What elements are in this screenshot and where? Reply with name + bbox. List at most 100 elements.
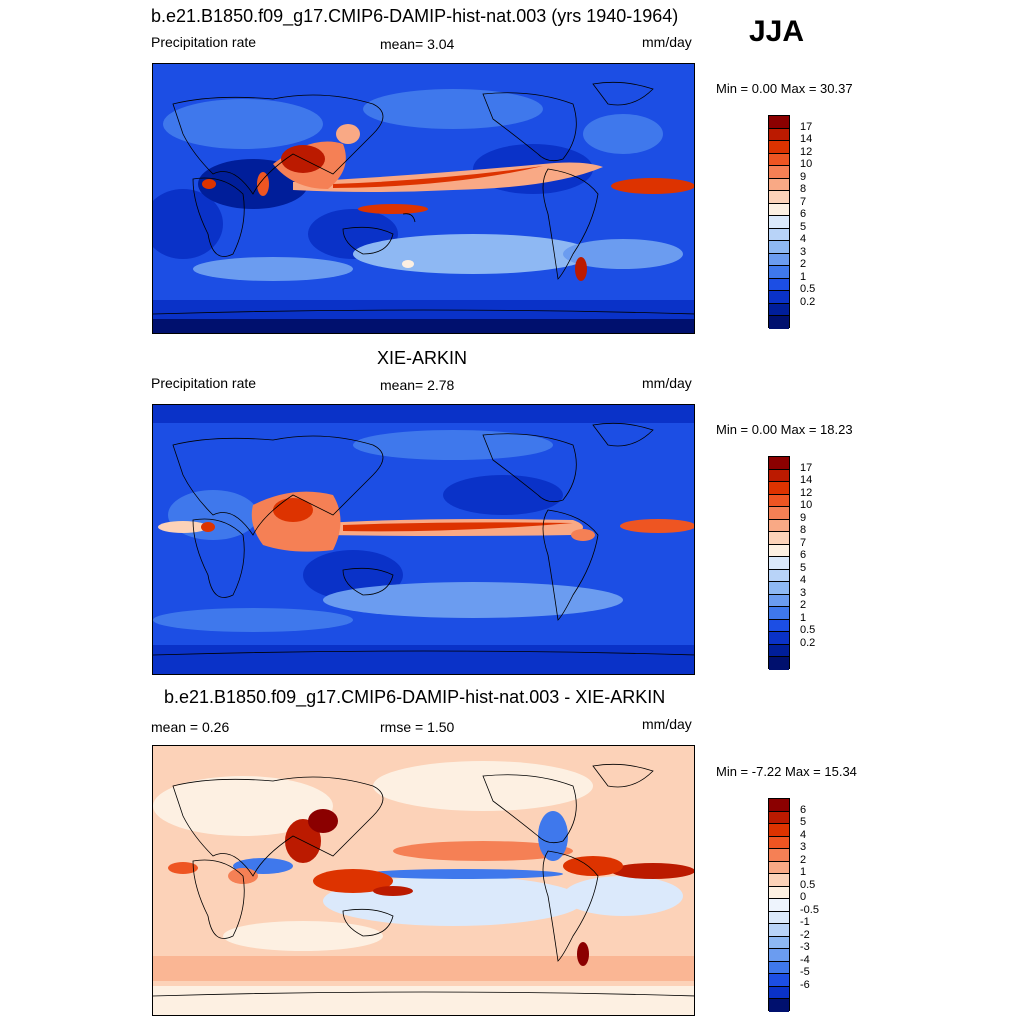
colorbar-swatch (769, 911, 789, 925)
colorbar-tick-label: 7 (800, 195, 807, 208)
colorbar-swatch (769, 291, 789, 304)
colorbar-swatch (769, 253, 789, 267)
colorbar-tick-label: 1 (800, 270, 807, 283)
panel3-minmax-label: Min = -7.22 Max = 15.34 (716, 764, 857, 779)
colorbar-swatch (769, 519, 789, 533)
colorbar-tick-label: 17 (800, 120, 813, 133)
panel2-minmax-label: Min = 0.00 Max = 18.23 (716, 422, 853, 437)
panel2-colorbar (768, 456, 790, 670)
colorbar-swatch (769, 632, 789, 645)
colorbar-tick-label: 14 (800, 474, 813, 487)
colorbar-tick-label: 5 (800, 561, 807, 574)
panel3-units-label: mm/day (642, 716, 692, 732)
colorbar-swatch (769, 457, 789, 470)
colorbar-swatch (769, 153, 789, 167)
colorbar-swatch (769, 594, 789, 608)
panel1-map (152, 63, 695, 334)
colorbar-swatch (769, 924, 789, 937)
colorbar-swatch (769, 178, 789, 192)
colorbar-tick-label: 9 (800, 511, 807, 524)
colorbar-swatch (769, 986, 789, 1000)
colorbar-tick-label: 10 (800, 499, 813, 512)
colorbar-tick-label: -5 (800, 966, 810, 979)
colorbar-swatch (769, 899, 789, 912)
colorbar-tick-label: 1 (800, 611, 807, 624)
colorbar-tick-label: 6 (800, 208, 807, 221)
colorbar-tick-label: 2 (800, 258, 807, 271)
colorbar-tick-label: 2 (800, 853, 807, 866)
colorbar-tick-label: -6 (800, 978, 810, 991)
panel1-mean-label: mean= 3.04 (380, 36, 455, 52)
colorbar-tick-label: -2 (800, 928, 810, 941)
colorbar-swatch (769, 166, 789, 179)
panel2-mean-label: mean= 2.78 (380, 377, 455, 393)
panel1-variable-label: Precipitation rate (151, 34, 257, 50)
colorbar-swatch (769, 544, 789, 558)
colorbar-swatch (769, 241, 789, 254)
colorbar-tick-label: 5 (800, 816, 807, 829)
season-label: JJA (749, 15, 805, 48)
colorbar-tick-label: 0.5 (800, 283, 816, 296)
colorbar-swatch (769, 557, 789, 570)
colorbar-swatch (769, 532, 789, 545)
colorbar-tick-label: 14 (800, 133, 813, 146)
colorbar-swatch (769, 507, 789, 520)
colorbar-tick-label: 0.2 (800, 295, 816, 308)
panel2-variable-label: Precipitation rate (151, 375, 257, 391)
colorbar-tick-label: 3 (800, 586, 807, 599)
colorbar-swatch (769, 569, 789, 583)
panel3-map (152, 745, 695, 1016)
colorbar-tick-label: -3 (800, 941, 810, 954)
colorbar-swatch (769, 799, 789, 812)
colorbar-swatch (769, 116, 789, 129)
panel3-title: b.e21.B1850.f09_g17.CMIP6-DAMIP-hist-nat… (164, 687, 666, 707)
colorbar-tick-label: 8 (800, 183, 807, 196)
colorbar-swatch (769, 469, 789, 483)
colorbar-tick-label: 0.5 (800, 624, 816, 637)
colorbar-tick-label: 2 (800, 599, 807, 612)
colorbar-swatch (769, 949, 789, 962)
panel1-title: b.e21.B1850.f09_g17.CMIP6-DAMIP-hist-nat… (151, 6, 679, 26)
colorbar-tick-label: 5 (800, 220, 807, 233)
colorbar-swatch (769, 278, 789, 292)
panel2-units-label: mm/day (642, 375, 692, 391)
colorbar-swatch (769, 494, 789, 508)
colorbar-tick-label: 3 (800, 841, 807, 854)
panel3-rmse-label: rmse = 1.50 (380, 719, 455, 735)
colorbar-tick-label: 4 (800, 233, 807, 246)
colorbar-swatch (769, 607, 789, 620)
colorbar-swatch (769, 303, 789, 317)
colorbar-tick-label: 9 (800, 170, 807, 183)
colorbar-tick-label: 6 (800, 549, 807, 562)
panel2-title: XIE-ARKIN (377, 348, 468, 368)
colorbar-tick-label: -0.5 (800, 903, 819, 916)
colorbar-tick-label: 0.5 (800, 878, 816, 891)
colorbar-swatch (769, 228, 789, 242)
colorbar-swatch (769, 849, 789, 862)
colorbar-swatch (769, 657, 789, 670)
colorbar-tick-label: 7 (800, 536, 807, 549)
colorbar-tick-label: 10 (800, 158, 813, 171)
panel1-minmax-label: Min = 0.00 Max = 30.37 (716, 81, 853, 96)
colorbar-swatch (769, 974, 789, 987)
colorbar-tick-label: 4 (800, 574, 807, 587)
colorbar-tick-label: 6 (800, 803, 807, 816)
colorbar-swatch (769, 874, 789, 887)
colorbar-swatch (769, 128, 789, 142)
colorbar-tick-label: 0.2 (800, 636, 816, 649)
colorbar-swatch (769, 582, 789, 595)
colorbar-swatch (769, 482, 789, 495)
colorbar-swatch (769, 886, 789, 900)
panel3-mean-label: mean = 0.26 (151, 719, 230, 735)
colorbar-tick-label: 3 (800, 245, 807, 258)
colorbar-swatch (769, 141, 789, 154)
colorbar-tick-label: 12 (800, 486, 813, 499)
colorbar-swatch (769, 861, 789, 875)
colorbar-swatch (769, 811, 789, 825)
colorbar-swatch (769, 836, 789, 850)
colorbar-tick-label: 12 (800, 145, 813, 158)
colorbar-swatch (769, 619, 789, 633)
panel1-units-label: mm/day (642, 34, 692, 50)
panel1-colorbar (768, 115, 790, 329)
colorbar-tick-label: -4 (800, 953, 810, 966)
